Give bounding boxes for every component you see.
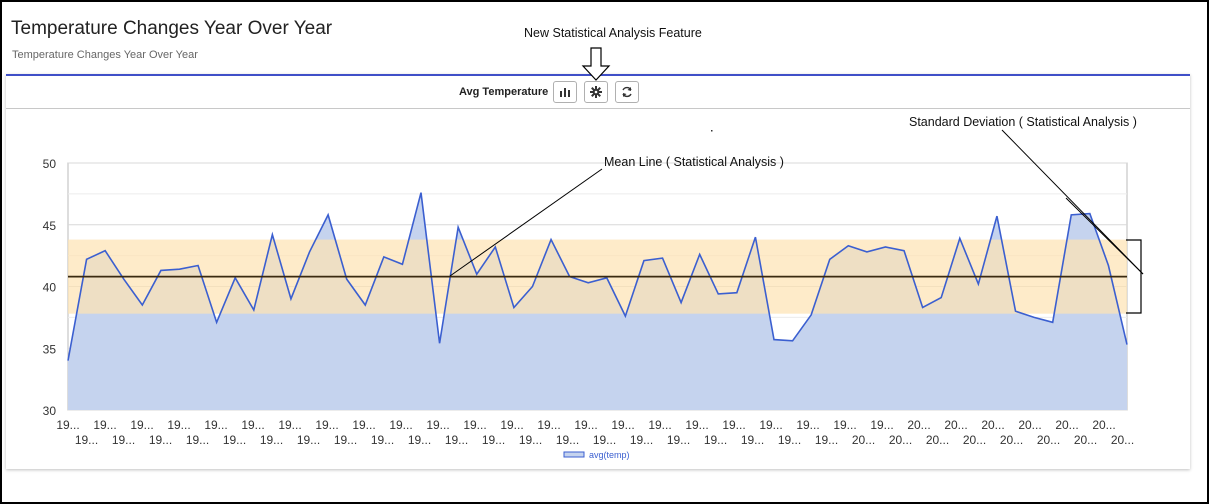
x-tick-label: 19... [741,433,764,447]
x-tick-label: 19... [482,433,505,447]
x-tick-label: 19... [648,418,671,432]
x-tick-label: 19... [186,433,209,447]
mean-line-annotation: Mean Line ( Statistical Analysis ) [604,155,784,169]
x-tick-label: 20... [889,433,912,447]
bar-chart-button[interactable] [553,81,577,103]
x-tick-label: 20... [926,433,949,447]
x-tick-label: 19... [56,418,79,432]
x-tick-label: 19... [833,418,856,432]
y-tick-label: 35 [43,342,57,356]
x-tick-label: 19... [278,418,301,432]
x-tick-label: 19... [260,433,283,447]
x-tick-label: 20... [1037,433,1060,447]
x-tick-label: 19... [611,418,634,432]
page-subtitle: Temperature Changes Year Over Year [12,49,198,61]
x-tick-label: 19... [556,433,579,447]
x-tick-label: 19... [445,433,468,447]
page-title: Temperature Changes Year Over Year [11,18,333,39]
x-tick-label: 19... [204,418,227,432]
x-tick-label: 19... [537,418,560,432]
gear-icon [590,86,602,98]
x-tick-label: 19... [75,433,98,447]
x-tick-label: 20... [852,433,875,447]
y-tick-label: 45 [43,219,57,233]
x-tick-label: 19... [796,418,819,432]
x-tick-label: 19... [112,433,135,447]
x-tick-label: 19... [130,418,153,432]
mean-pointer-line [449,168,603,277]
chart-toolbar: Avg Temperature [6,76,1190,109]
x-tick-label: 19... [574,418,597,432]
x-tick-label: 19... [870,418,893,432]
x-tick-label: 20... [1000,433,1023,447]
toolbar-label: Avg Temperature [459,86,549,98]
refresh-icon [622,86,632,98]
x-tick-label: 19... [685,418,708,432]
y-tick-label: 50 [43,157,57,171]
x-tick-label: 19... [593,433,616,447]
x-tick-label: 19... [519,433,542,447]
y-tick-label: 30 [43,404,57,418]
y-tick-label: 40 [43,281,57,295]
std-bracket [1126,239,1142,314]
x-tick-label: 19... [778,433,801,447]
x-tick-label: 20... [963,433,986,447]
x-tick-label: 19... [408,433,431,447]
x-tick-label: 19... [149,433,172,447]
x-tick-label: 19... [315,418,338,432]
legend-label: avg(temp) [589,450,630,460]
x-tick-label: 19... [815,433,838,447]
legend-swatch [563,451,585,458]
x-tick-label: 20... [907,418,930,432]
x-tick-label: 19... [704,433,727,447]
series-line [67,192,1128,361]
x-tick-label: 19... [463,418,486,432]
down-arrow-icon [581,47,611,81]
std-pointer-line [1001,129,1144,275]
x-tick-label: 19... [241,418,264,432]
x-tick-label: 19... [500,418,523,432]
x-tick-label: 19... [371,433,394,447]
stray-dot [711,130,713,132]
bar-chart-icon [560,88,570,97]
x-tick-label: 20... [1111,433,1134,447]
x-tick-label: 19... [426,418,449,432]
statistical-analysis-button[interactable] [584,81,608,103]
x-tick-label: 20... [1018,418,1041,432]
x-tick-label: 19... [297,433,320,447]
x-tick-label: 19... [759,418,782,432]
x-tick-label: 20... [944,418,967,432]
x-tick-label: 19... [667,433,690,447]
x-tick-label: 19... [93,418,116,432]
x-tick-label: 19... [630,433,653,447]
std-dev-annotation: Standard Deviation ( Statistical Analysi… [909,115,1137,129]
x-tick-label: 19... [223,433,246,447]
x-tick-label: 19... [167,418,190,432]
x-tick-label: 20... [1092,418,1115,432]
x-tick-label: 19... [722,418,745,432]
x-tick-label: 19... [352,418,375,432]
x-tick-label: 20... [1074,433,1097,447]
feature-annotation: New Statistical Analysis Feature [524,26,702,40]
std-pointer-line [1065,197,1144,275]
x-tick-label: 20... [981,418,1004,432]
refresh-button[interactable] [615,81,639,103]
x-tick-label: 20... [1055,418,1078,432]
x-tick-label: 19... [389,418,412,432]
x-tick-label: 19... [334,433,357,447]
